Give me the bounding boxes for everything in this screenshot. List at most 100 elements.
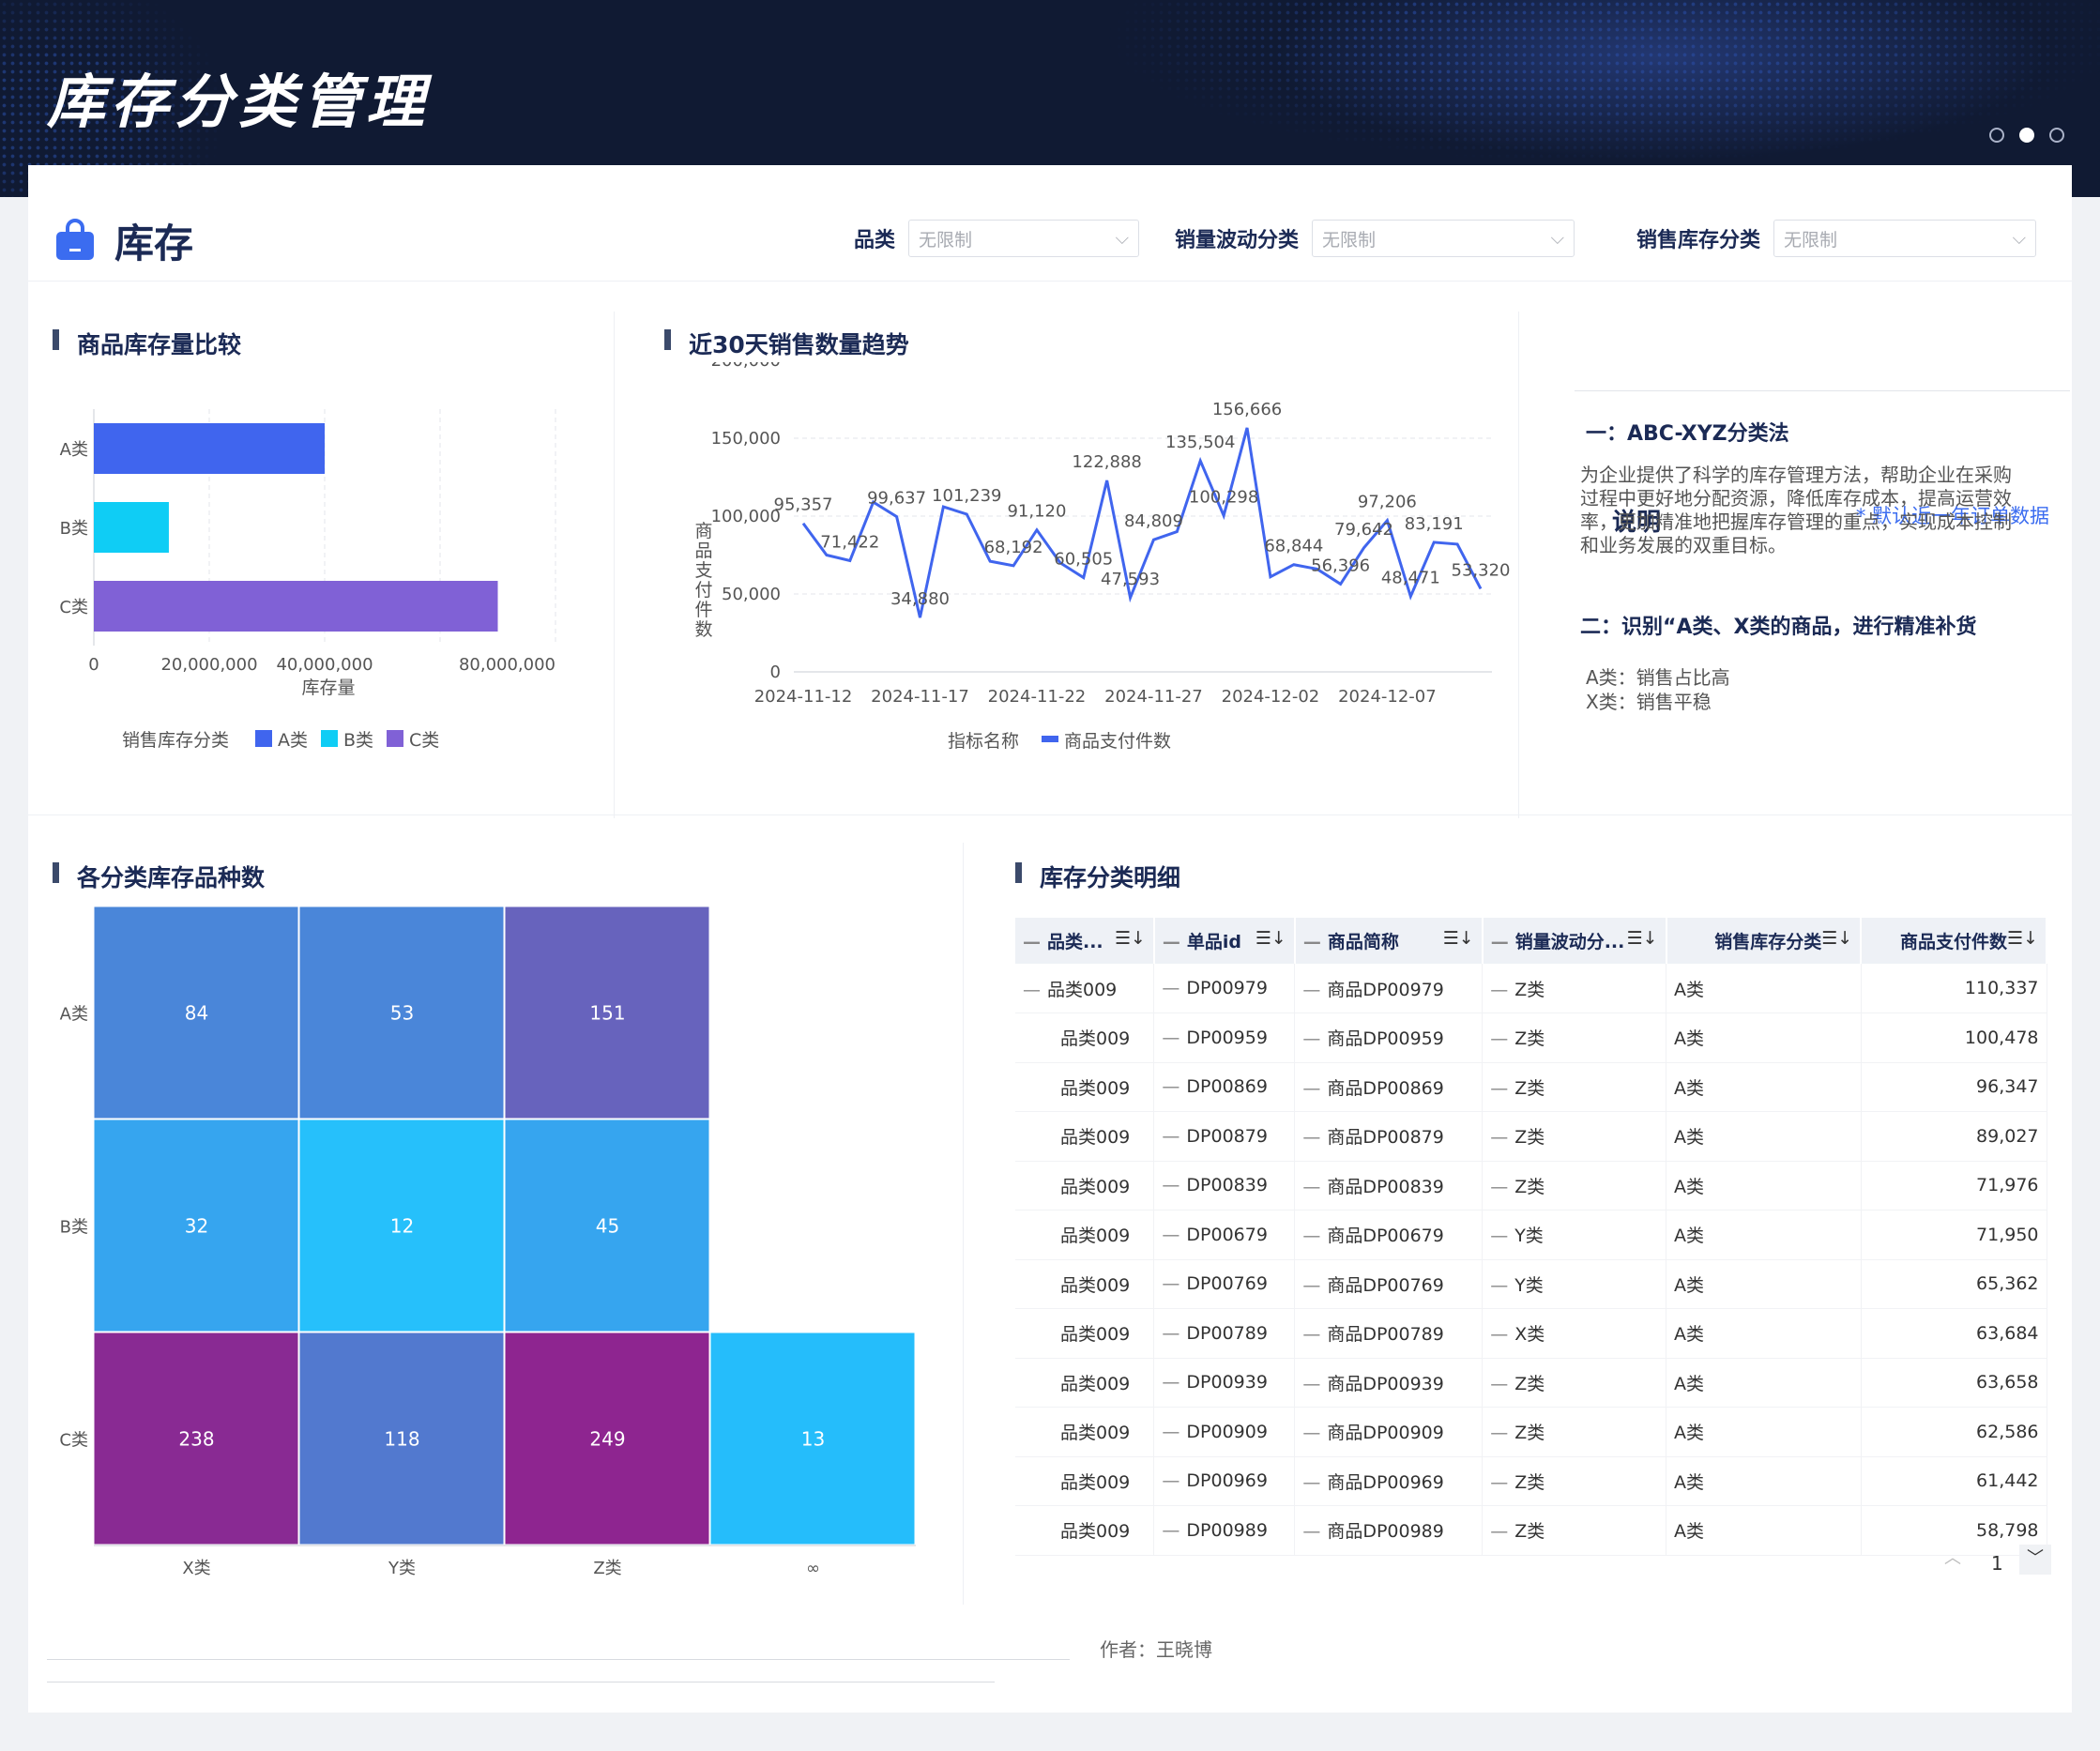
collapse-icon[interactable]: — (1302, 1521, 1317, 1542)
column-header[interactable]: —商品简称☰↓ (1295, 918, 1483, 964)
sort-icon[interactable]: ☰↓ (1255, 928, 1286, 949)
collapse-icon[interactable]: — (1303, 932, 1318, 952)
collapse-icon[interactable]: — (1023, 980, 1038, 1000)
banner-pager[interactable] (1989, 128, 2064, 143)
table-cell: —DP00979 (1154, 964, 1295, 1013)
sort-icon[interactable]: ☰↓ (1627, 928, 1658, 949)
collapse-icon[interactable]: — (1162, 1323, 1177, 1344)
cell-value: 商品DP00679 (1327, 1226, 1444, 1246)
column-header[interactable]: — 销量波动分...☰↓ (1483, 918, 1666, 964)
page-prev-icon[interactable]: ︿ (1944, 1545, 1961, 1569)
collapse-icon[interactable]: — (1162, 1273, 1177, 1294)
sort-icon[interactable]: ☰↓ (1443, 928, 1474, 949)
collapse-icon[interactable]: — (1490, 1324, 1505, 1345)
collapse-icon[interactable]: — (1302, 1472, 1317, 1493)
cell-value: 品类009 (1060, 1028, 1130, 1049)
page-next-icon[interactable]: ﹀ (2019, 1545, 2051, 1575)
column-header[interactable]: 商品支付件数☰↓ (1861, 918, 2047, 964)
cell-value: A类 (1674, 980, 1704, 1000)
collapse-icon[interactable]: — (1162, 1175, 1177, 1195)
collapse-icon[interactable]: — (1162, 978, 1177, 998)
cell-value: A类 (1674, 1028, 1704, 1049)
collapse-icon[interactable]: — (1490, 1275, 1505, 1296)
column-header[interactable]: 销售库存分类☰↓ (1666, 918, 1862, 964)
collapse-icon[interactable]: — (1490, 1127, 1505, 1148)
legend-label: B类 (343, 730, 373, 751)
table-cell: — DP00879 (1154, 1112, 1295, 1162)
collapse-icon[interactable]: — (1162, 1470, 1177, 1491)
collapse-icon[interactable]: — (1162, 1076, 1177, 1097)
collapse-icon[interactable]: — (1490, 1226, 1505, 1246)
legend-title: 指标名称 (948, 731, 1019, 752)
collapse-icon[interactable]: — (1302, 1177, 1317, 1197)
collapse-icon[interactable]: — (1302, 1028, 1317, 1049)
volatility-select[interactable]: 无限制⌵ (1312, 220, 1575, 257)
cell-value: 品类009 (1060, 1127, 1130, 1148)
collapse-icon[interactable]: — (1162, 1372, 1177, 1393)
pager-dot-active[interactable] (2019, 128, 2034, 143)
collapse-icon[interactable]: — (1162, 1126, 1177, 1147)
heatmap-value: 45 (596, 1215, 619, 1238)
cell-value: Z类 (1514, 1423, 1545, 1443)
cell-value: A类 (1674, 1472, 1704, 1493)
header-title: 库存 (114, 212, 193, 269)
collapse-icon[interactable]: — (1302, 1324, 1317, 1345)
collapse-icon[interactable]: — (1491, 932, 1506, 952)
sort-icon[interactable]: ☰↓ (1821, 928, 1852, 949)
collapse-icon[interactable]: — (1490, 1374, 1505, 1394)
table-cell: —商品DP00969 (1295, 1456, 1483, 1506)
pager-dot[interactable] (2049, 128, 2064, 143)
collapse-icon[interactable]: — (1490, 1521, 1505, 1542)
table-cell: 品类009 (1015, 1013, 1154, 1063)
pager-dot[interactable] (1989, 128, 2004, 143)
section-title-stock: 商品库存量比较 (53, 327, 241, 360)
cell-value: DP00879 (1186, 1126, 1268, 1147)
collapse-icon[interactable]: — (1162, 1422, 1177, 1442)
column-header[interactable]: —品类...☰↓ (1015, 918, 1154, 964)
collapse-icon[interactable]: — (1302, 980, 1317, 1000)
cell-value: DP00959 (1186, 1028, 1268, 1048)
collapse-icon[interactable]: — (1302, 1423, 1317, 1443)
table-cell: A类 (1666, 1259, 1862, 1309)
collapse-icon[interactable]: — (1302, 1226, 1317, 1246)
collapse-icon[interactable]: — (1490, 980, 1505, 1000)
collapse-icon[interactable]: — (1163, 932, 1178, 952)
table-cell: —DP00939 (1154, 1358, 1295, 1408)
collapse-icon[interactable]: — (1490, 1423, 1505, 1443)
collapse-icon[interactable]: — (1490, 1078, 1505, 1099)
select-value: 无限制 (919, 226, 972, 251)
column-header[interactable]: —单品id☰↓ (1154, 918, 1295, 964)
collapse-icon[interactable]: — (1302, 1078, 1317, 1099)
table-cell: — 商品DP00679 (1295, 1210, 1483, 1260)
collapse-icon[interactable]: — (1302, 1374, 1317, 1394)
column-label: 销量波动分... (1515, 932, 1625, 952)
sales-stock-select[interactable]: 无限制⌵ (1773, 220, 2036, 257)
sort-icon[interactable]: ☰↓ (1115, 928, 1146, 949)
collapse-icon[interactable]: — (1490, 1177, 1505, 1197)
collapse-icon[interactable]: — (1302, 1127, 1317, 1148)
sort-icon[interactable]: ☰↓ (2007, 928, 2038, 949)
category-select[interactable]: 无限制⌵ (908, 220, 1139, 257)
collapse-icon[interactable]: — (1162, 1225, 1177, 1245)
collapse-icon[interactable]: — (1490, 1472, 1505, 1493)
collapse-icon[interactable]: — (1490, 1028, 1505, 1049)
collapse-icon[interactable]: — (1162, 1520, 1177, 1541)
collapse-icon[interactable]: — (1023, 932, 1038, 952)
collapse-icon[interactable]: — (1162, 1028, 1177, 1048)
note-line-2: X类：销售平稳 (1586, 687, 1712, 714)
cell-value: 品类009 (1060, 1374, 1130, 1394)
collapse-icon[interactable]: — (1302, 1275, 1317, 1296)
data-label: 48,471 (1381, 569, 1440, 588)
